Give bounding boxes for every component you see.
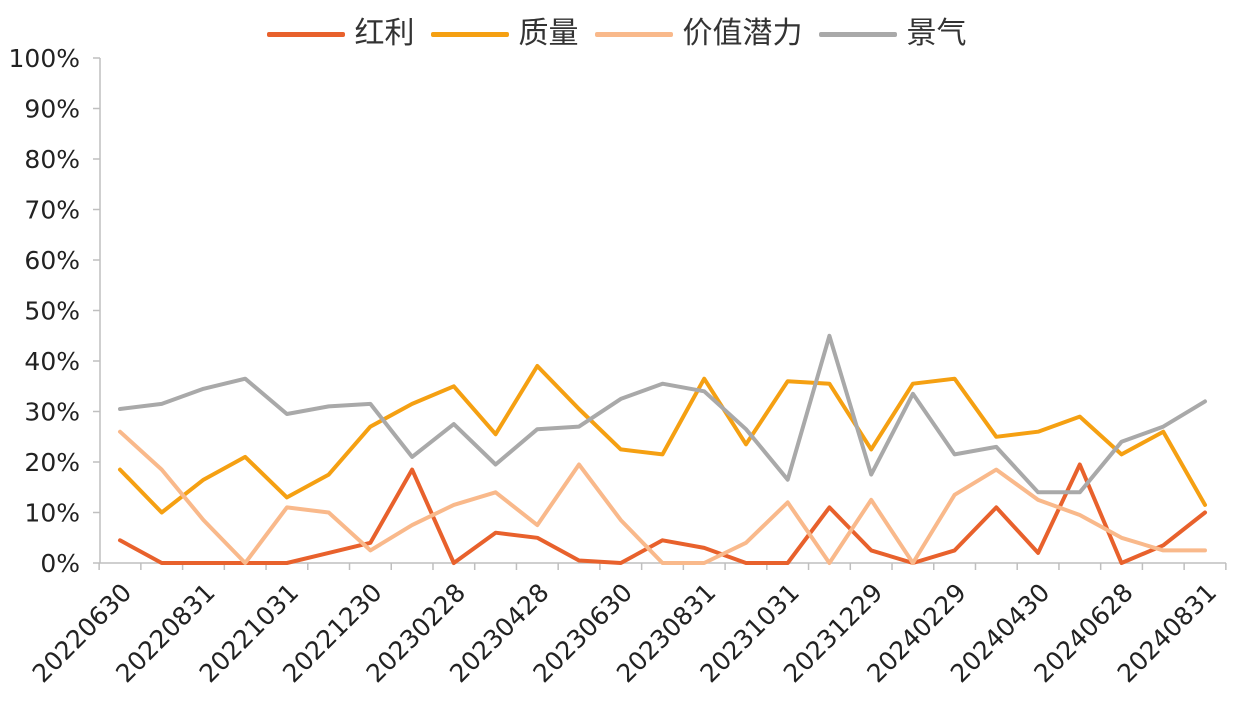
- legend: 红利 质量 价值潜力 景气: [0, 12, 1233, 56]
- legend-label: 景气: [906, 16, 967, 51]
- y-tick-label: 60%: [24, 246, 80, 275]
- legend-swatch: [594, 31, 673, 37]
- legend-swatch: [266, 31, 345, 37]
- legend-swatch: [818, 31, 897, 37]
- legend-item-2: 价值潜力: [594, 12, 803, 56]
- y-tick-label: 50%: [24, 297, 80, 326]
- legend-swatch: [430, 31, 509, 37]
- series-line-0: [118, 462, 1207, 565]
- legend-item-0: 红利: [266, 12, 415, 56]
- y-tick-label: 40%: [24, 347, 80, 376]
- legend-item-3: 景气: [818, 12, 967, 56]
- y-tick-label: 30%: [24, 398, 80, 427]
- legend-item-1: 质量: [430, 12, 579, 56]
- y-tick-label: 20%: [24, 448, 80, 477]
- legend-label: 价值潜力: [682, 16, 803, 51]
- series-line-1: [118, 364, 1207, 515]
- y-tick-label: 10%: [24, 499, 80, 528]
- y-tick-label: 80%: [24, 145, 80, 174]
- y-tick-label: 90%: [24, 95, 80, 124]
- legend-label: 质量: [518, 16, 579, 51]
- legend-label: 红利: [354, 16, 415, 51]
- y-tick-label: 100%: [9, 44, 80, 73]
- y-tick-label: 0%: [40, 549, 80, 578]
- series-line-3: [118, 333, 1207, 495]
- series-line-2: [118, 429, 1207, 565]
- y-tick-label: 70%: [24, 196, 80, 225]
